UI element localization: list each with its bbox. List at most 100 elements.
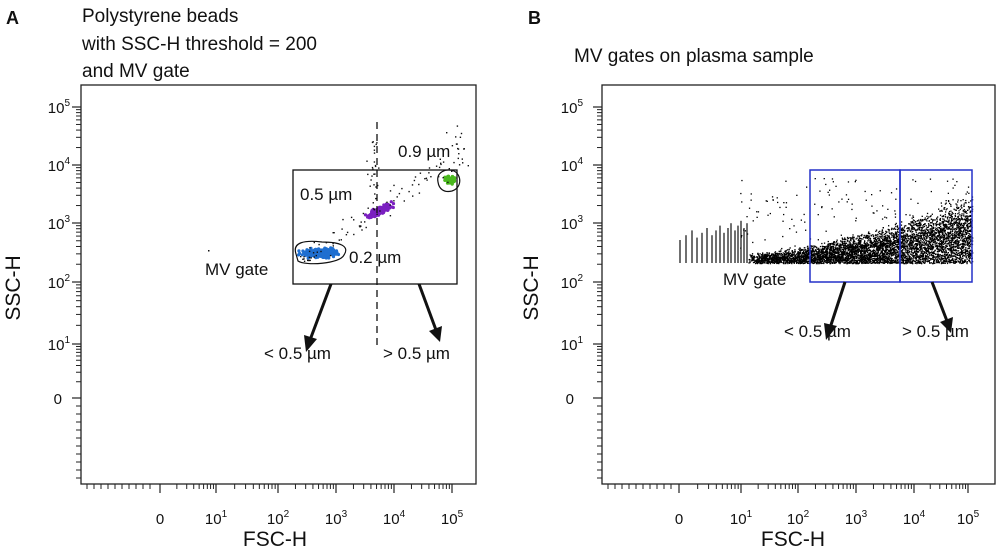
plasma-event [805,252,807,254]
plasma-event [891,242,893,244]
plasma-event [948,255,950,257]
plasma-event [818,247,820,249]
noise-event [457,148,460,150]
noise-event [451,170,453,172]
plasma-event [948,239,950,242]
plasma-event [854,260,856,262]
plasma-event [916,239,918,242]
plasma-event [773,262,776,264]
plasma-event [953,237,955,239]
plasma-event [761,260,763,263]
plasma-event [860,252,862,254]
plasma-event [909,243,911,245]
plasma-event [906,247,908,249]
plasma-event [958,227,960,229]
plasma-event [841,251,844,253]
plasma-event [925,232,928,235]
plasma-event [820,257,822,259]
plasma-event [881,248,884,250]
plasma-event [933,252,935,255]
plasma-event [946,235,948,237]
plasma-event [840,251,842,253]
plasma-event [920,243,922,245]
plasma-event [927,247,930,249]
plasma-event [923,252,925,254]
plasma-event [955,241,957,243]
noise-event [373,208,375,210]
plasma-event [874,244,876,246]
plasma-event [921,257,924,259]
bead-event-1 [363,213,368,217]
plasma-event [865,235,868,237]
plasma-event [918,221,920,223]
plasma-event [962,215,965,217]
plasma-event [888,262,890,264]
plasma-event [901,249,904,251]
plasma-event [875,234,878,236]
plasma-event [958,261,960,263]
plasma-event [923,242,925,244]
plasma-event [962,251,964,253]
plasma-event [908,261,910,263]
noise-event [374,193,376,195]
plasma-event [912,255,914,257]
plasma-event [910,235,912,237]
plasma-event [754,260,757,262]
plasma-event [893,236,895,238]
plasma-event [864,246,867,248]
plasma-event [938,261,940,263]
noise-event [461,158,463,160]
plasma-event [911,241,914,243]
noise-event [371,175,373,177]
plasma-event [784,254,786,256]
plasma-event [831,254,834,256]
plasma-event [767,254,770,256]
plasma-event [894,246,896,248]
plasma-event [812,262,814,265]
plasma-event [759,261,761,263]
plasma-event [791,261,793,263]
plasma-event [908,243,910,245]
plasma-event [926,220,928,222]
plasma-event [908,258,910,261]
plasma-event [955,230,957,232]
plasma-event [896,244,898,246]
plasma-event [932,254,934,256]
plasma-event [969,242,971,244]
plasma-event [921,231,923,234]
plasma-event [920,239,922,242]
plasma-event [903,247,905,249]
plasma-event [833,262,835,264]
plasma-event [761,256,763,258]
plasma-event [878,262,880,264]
plasma-event [843,241,845,243]
plasma-event [860,251,862,253]
plasma-event [932,230,935,232]
plasma-event [906,259,909,261]
plasma-event [800,258,803,261]
plasma-event [852,244,854,247]
noise-event [303,260,306,262]
plasma-event [967,230,969,232]
plasma-event [932,235,934,237]
noise-event [318,243,320,246]
plasma-event [942,246,944,248]
plasma-event [922,256,925,258]
plasma-event [878,240,880,242]
plasma-event [865,236,867,238]
noise-event [359,226,361,228]
plasma-event [915,223,917,226]
bead-event-0 [321,252,325,257]
plasma-event [935,244,938,246]
plasma-event [901,257,903,259]
plasma-event [921,228,923,230]
plasma-event [882,258,884,260]
panel-a-label-05: 0.5 µm [300,185,352,204]
plasma-event [940,254,943,257]
plasma-event [892,241,894,243]
plasma-event [967,247,969,250]
plasma-event [885,260,887,263]
plasma-event [956,216,959,218]
plasma-event [937,256,939,259]
